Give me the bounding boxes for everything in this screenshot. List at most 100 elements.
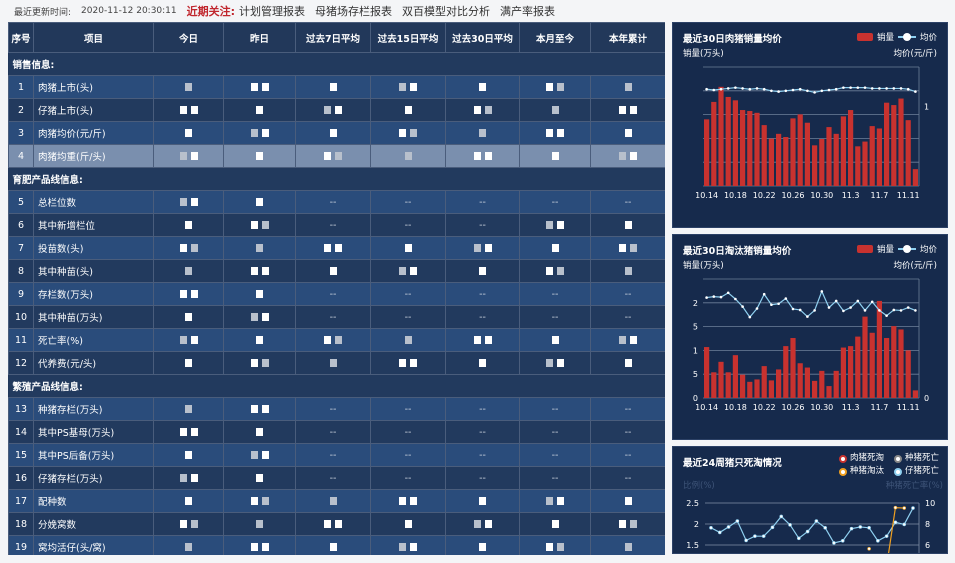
redacted-value xyxy=(546,497,553,505)
table-cell xyxy=(370,259,446,283)
price-point xyxy=(899,87,903,90)
link-model-comparison[interactable]: 双百模型对比分析 xyxy=(402,5,491,18)
chart-legend[interactable]: 销量 均价 xyxy=(856,31,937,43)
link-plan-report[interactable]: 计划管理报表 xyxy=(239,5,306,18)
table-row[interactable]: 5 总栏位数 -- -- -- -- -- xyxy=(8,190,665,214)
table-row[interactable]: 16 仔猪存栏(万头) -- -- -- -- -- xyxy=(8,466,665,490)
redacted-value xyxy=(256,198,263,206)
x-tick-label: 11.7 xyxy=(870,191,888,200)
redacted-value xyxy=(630,336,637,344)
link-full-production-report[interactable]: 满产率报表 xyxy=(500,5,556,18)
table-cell xyxy=(295,236,371,260)
redacted-value xyxy=(473,152,481,160)
table-cell xyxy=(519,489,591,513)
table-row[interactable]: 18 分娩窝数 xyxy=(8,512,665,536)
table-cell: -- xyxy=(445,190,520,214)
table-row[interactable]: 10 其中种苗(万头) -- -- -- -- -- xyxy=(8,305,665,329)
price-point xyxy=(899,309,903,312)
redacted-value xyxy=(410,543,417,551)
bar xyxy=(862,316,868,398)
table-row[interactable]: 9 存栏数(万头) -- -- -- -- -- xyxy=(8,282,665,306)
bar xyxy=(876,128,882,186)
x-tick-label: 10.14 xyxy=(695,191,718,200)
table-row[interactable]: 12 代养费(元/头) xyxy=(8,351,665,375)
series-point xyxy=(832,541,836,545)
table-row[interactable]: 2 仔猪上市(头) xyxy=(8,98,665,122)
redacted-value xyxy=(484,244,492,252)
table-row[interactable]: 1 肉猪上市(头) xyxy=(8,75,665,99)
table-row[interactable]: 13 种猪存栏(万头) -- -- -- -- -- xyxy=(8,397,665,421)
redacted-value xyxy=(479,359,486,367)
table-row[interactable]: 15 其中PS后备(万头) -- -- -- -- -- xyxy=(8,443,665,467)
bar xyxy=(891,105,897,186)
table-cell: -- xyxy=(370,305,446,329)
table-cell xyxy=(590,489,665,513)
redacted-value xyxy=(190,244,198,252)
redacted-value xyxy=(179,428,187,436)
bar xyxy=(797,114,803,186)
table-cell: -- xyxy=(295,397,371,421)
table-row[interactable]: 14 其中PS基母(万头) -- -- -- -- -- xyxy=(8,420,665,444)
price-point xyxy=(849,306,852,309)
price-point xyxy=(863,86,867,89)
series-line xyxy=(710,507,914,544)
chart-legend[interactable]: 肉猪死淘 种猪死亡 种猪淘汰 仔猪死亡 xyxy=(838,453,939,477)
bar xyxy=(790,118,796,186)
table-row[interactable]: 4 肉猪均重(斤/头) xyxy=(8,144,665,168)
series-point xyxy=(893,520,898,525)
y2-axis-label: 种猪死亡率(%) xyxy=(885,481,943,491)
table-row[interactable]: 19 窝均活仔(头/窝) xyxy=(8,535,665,555)
price-point xyxy=(741,305,744,308)
redacted-value xyxy=(484,106,492,114)
chart-legend[interactable]: 销量 均价 xyxy=(856,243,937,255)
redacted-value xyxy=(190,290,198,298)
redacted-value xyxy=(190,198,198,206)
redacted-value xyxy=(250,451,258,459)
row-number: 15 xyxy=(8,443,34,467)
table-cell xyxy=(223,420,296,444)
table-row[interactable]: 17 配种数 xyxy=(8,489,665,513)
price-point xyxy=(719,87,723,91)
bar xyxy=(812,380,818,398)
redacted-value xyxy=(399,359,406,367)
table-cell: -- xyxy=(370,443,446,467)
redacted-value xyxy=(185,313,192,321)
bar xyxy=(840,116,846,186)
price-point xyxy=(784,89,788,93)
table-row[interactable]: 6 其中新增栏位 -- -- -- xyxy=(8,213,665,237)
chart-svg: 10.14 10.18 10.22 10.26 10.30 11.3 11.7 11.11 1 xyxy=(695,66,929,200)
table-header: 序号 项目 今日 昨日 过去7日平均 过去15日平均 过去30日平均 本月至今 本年累计 xyxy=(8,22,665,53)
redacted-value xyxy=(399,267,406,275)
price-point xyxy=(712,88,716,92)
price-point xyxy=(842,86,845,89)
redacted-value xyxy=(404,244,412,252)
price-point xyxy=(856,299,860,303)
table-row[interactable]: 8 其中种苗(头) xyxy=(8,259,665,283)
table-row[interactable]: 7 投苗数(头) xyxy=(8,236,665,260)
redacted-value xyxy=(630,152,637,160)
table-row[interactable]: 11 死亡率(%) xyxy=(8,328,665,352)
bar xyxy=(812,145,818,186)
row-number: 11 xyxy=(8,328,34,352)
table-cell xyxy=(223,397,296,421)
table-cell xyxy=(445,236,520,260)
redacted-value xyxy=(479,83,486,91)
redacted-value xyxy=(179,152,187,160)
table-cell xyxy=(295,328,371,352)
table-cell xyxy=(590,512,665,536)
series-point xyxy=(823,525,827,530)
bar xyxy=(718,86,724,186)
section-row: 销售信息: xyxy=(8,52,665,76)
table-cell xyxy=(223,305,296,329)
table-cell xyxy=(590,328,665,352)
chart-title: 最近30日淘汰猪销量均价 xyxy=(683,246,792,257)
y-tick-label: 0 xyxy=(693,394,698,403)
bar xyxy=(848,110,854,186)
table-row[interactable]: 3 肉猪均价(元/斤) xyxy=(8,121,665,145)
table-cell xyxy=(519,144,591,168)
table-cell xyxy=(445,535,520,555)
link-sow-inventory-report[interactable]: 母猪场存栏报表 xyxy=(315,5,393,18)
table-cell: -- xyxy=(590,190,665,214)
redacted-value xyxy=(619,520,626,528)
section-row: 育肥产品线信息: xyxy=(8,167,665,191)
